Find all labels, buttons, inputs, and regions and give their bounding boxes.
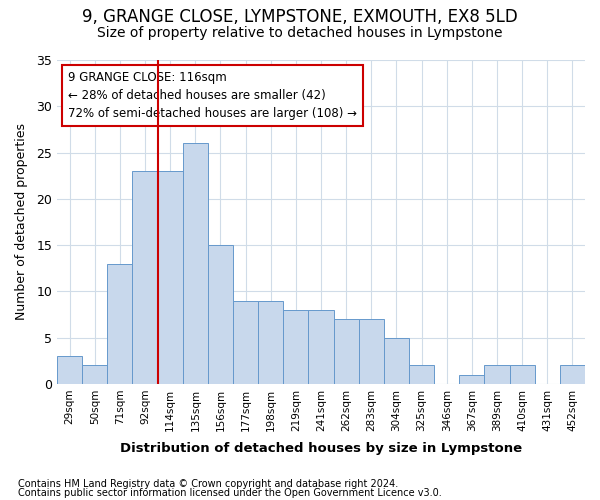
- X-axis label: Distribution of detached houses by size in Lympstone: Distribution of detached houses by size …: [120, 442, 522, 455]
- Bar: [233, 300, 258, 384]
- Bar: [384, 338, 409, 384]
- Bar: [57, 356, 82, 384]
- Bar: [484, 366, 509, 384]
- Bar: [107, 264, 133, 384]
- Bar: [258, 300, 283, 384]
- Bar: [460, 374, 484, 384]
- Bar: [183, 144, 208, 384]
- Bar: [560, 366, 585, 384]
- Bar: [158, 171, 183, 384]
- Y-axis label: Number of detached properties: Number of detached properties: [15, 124, 28, 320]
- Bar: [283, 310, 308, 384]
- Bar: [208, 245, 233, 384]
- Bar: [359, 319, 384, 384]
- Text: 9 GRANGE CLOSE: 116sqm
← 28% of detached houses are smaller (42)
72% of semi-det: 9 GRANGE CLOSE: 116sqm ← 28% of detached…: [68, 72, 356, 120]
- Text: Contains HM Land Registry data © Crown copyright and database right 2024.: Contains HM Land Registry data © Crown c…: [18, 479, 398, 489]
- Text: Contains public sector information licensed under the Open Government Licence v3: Contains public sector information licen…: [18, 488, 442, 498]
- Bar: [308, 310, 334, 384]
- Bar: [409, 366, 434, 384]
- Bar: [133, 171, 158, 384]
- Bar: [334, 319, 359, 384]
- Bar: [509, 366, 535, 384]
- Text: 9, GRANGE CLOSE, LYMPSTONE, EXMOUTH, EX8 5LD: 9, GRANGE CLOSE, LYMPSTONE, EXMOUTH, EX8…: [82, 8, 518, 26]
- Bar: [82, 366, 107, 384]
- Text: Size of property relative to detached houses in Lympstone: Size of property relative to detached ho…: [97, 26, 503, 40]
